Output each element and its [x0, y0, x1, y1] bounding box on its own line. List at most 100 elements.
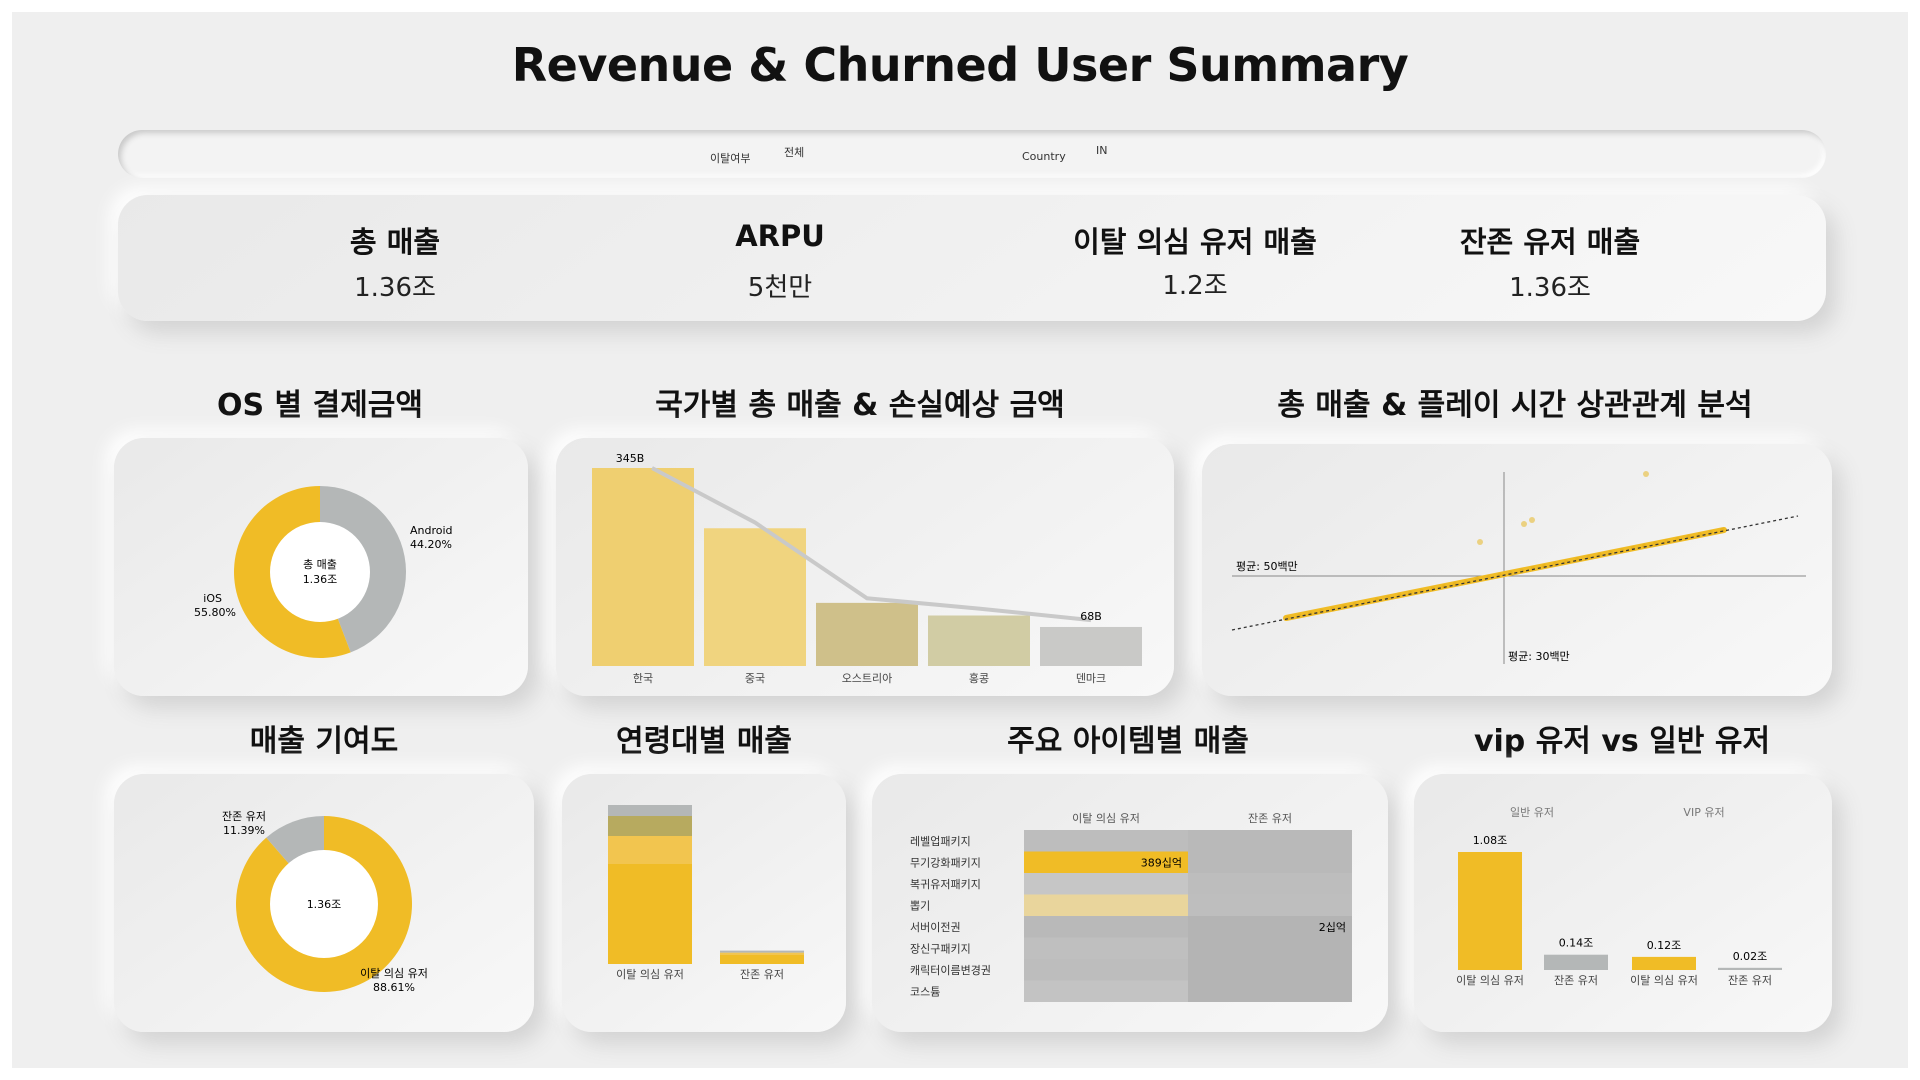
country-bar-chart: 한국 중국 오스트리아 홍콩 덴마크 345B 68B	[592, 452, 1142, 685]
country-section-title: 국가별 총 매출 & 손실예상 금액	[655, 388, 1065, 423]
vip-value-label-3: 0.02조	[1733, 950, 1768, 963]
vip-tick-0: 이탈 의심 유저	[1456, 974, 1524, 987]
donut-hole	[270, 522, 370, 622]
items-cell-retain-2	[1188, 873, 1352, 895]
items-row-label-0: 레벨업패키지	[910, 835, 971, 848]
vip-tick-1: 잔존 유저	[1554, 974, 1598, 987]
age-bar-1-seg-0	[720, 955, 804, 964]
os-android-pct: 44.20%	[410, 538, 452, 551]
contrib-center-value: 1.36조	[307, 898, 342, 911]
os-section-title: OS 별 결제금액	[217, 388, 423, 423]
items-row-label-2: 복귀유저패키지	[910, 878, 981, 891]
vip-tick-2: 이탈 의심 유저	[1630, 974, 1698, 987]
items-row-label-3: 뽑기	[910, 900, 930, 913]
country-filter-value[interactable]: IN	[1096, 144, 1108, 157]
items-cell-churn-1	[1024, 851, 1188, 873]
country-last-label: 68B	[1080, 610, 1102, 623]
vip-value-label-0: 1.08조	[1473, 834, 1508, 847]
items-row-label-4: 서버이전권	[910, 921, 961, 934]
age-stacked-bar-chart: 이탈 의심 유저 잔존 유저	[608, 805, 804, 981]
corr-point	[1564, 559, 1569, 564]
vip-group-label-1: VIP 유저	[1683, 806, 1724, 819]
country-bar-0	[592, 468, 694, 666]
country-tick-4: 덴마크	[1076, 672, 1106, 685]
vip-bar-0	[1458, 852, 1522, 970]
contrib-retain-pct: 11.39%	[223, 824, 265, 837]
items-cell-churn-5	[1024, 937, 1188, 959]
age-tick-0: 이탈 의심 유저	[616, 968, 684, 981]
vip-bar-2	[1632, 956, 1696, 970]
country-bar-3	[928, 615, 1030, 666]
country-bar-1	[704, 528, 806, 666]
country-loss-line	[651, 466, 1092, 623]
vip-tick-3: 잔존 유저	[1728, 974, 1772, 987]
kpi-total-revenue-value: 1.36조	[354, 273, 436, 303]
corr-avg-y-label: 평균: 50백만	[1236, 560, 1298, 573]
age-bar-0-seg-0	[608, 864, 692, 964]
items-row-label-5: 장신구패키지	[910, 943, 971, 956]
country-tick-3: 홍콩	[969, 671, 989, 685]
items-cell-churn-0	[1024, 830, 1188, 852]
corr-trend-line	[1231, 515, 1799, 631]
os-android-name: Android	[410, 524, 453, 537]
country-bar-4	[1040, 626, 1142, 666]
items-cell-retain-0	[1188, 830, 1352, 852]
corr-point	[1463, 579, 1469, 585]
filter-bar: 이탈여부 전체 Country IN	[118, 130, 1826, 178]
items-section-title: 주요 아이템별 매출	[1007, 724, 1249, 759]
vip-chart-card: 일반 유저 VIP 유저 1.08조 이탈 의심 유저 0.14조 잔존 유저 0.12조 이…	[1414, 774, 1832, 1032]
items-label-retain: 2십억	[1319, 921, 1346, 934]
contribution-chart-card: 1.36조 잔존 유저 11.39% 이탈 의심 유저 88.61%	[114, 774, 534, 1032]
items-heatmap-chart: 이탈 의심 유저 잔존 유저레벨업패키지무기강화패키지복귀유저패키지뽑기서버이전권…	[910, 812, 1352, 1002]
kpi-retained-revenue-value: 1.36조	[1509, 273, 1591, 303]
donut-hole	[270, 850, 378, 958]
items-row-label-1: 무기강화패키지	[910, 857, 981, 870]
os-chart-card: 총 매출 1.36조 Android 44.20% iOS 55.80%	[114, 438, 528, 696]
os-ios-name: iOS	[203, 592, 222, 605]
age-chart-card: 이탈 의심 유저 잔존 유저	[562, 774, 846, 1032]
age-bar-0-seg-2	[608, 816, 692, 836]
corr-point	[1575, 557, 1580, 562]
items-cell-churn-7	[1024, 980, 1188, 1002]
corr-outlier-0	[1477, 539, 1483, 545]
items-cell-churn-2	[1024, 873, 1188, 895]
corr-point-band	[1283, 527, 1727, 621]
kpi-retained-revenue-label: 잔존 유저 매출	[1459, 225, 1641, 259]
corr-point	[1363, 600, 1369, 605]
age-bar-0-seg-1	[608, 836, 692, 864]
kpi-churn-revenue-label: 이탈 의심 유저 매출	[1073, 225, 1317, 259]
churn-filter-value[interactable]: 전체	[784, 146, 805, 159]
items-chart-card: 이탈 의심 유저 잔존 유저 레벨업패키지 무기강화패키지 복귀유저패키지 뽑기 서버이전권…	[872, 774, 1388, 1032]
corr-point	[1552, 561, 1558, 567]
contribution-section-title: 매출 기여도	[249, 724, 399, 759]
kpi-total-revenue-label: 총 매출	[349, 225, 441, 259]
age-section-title: 연령대별 매출	[615, 724, 793, 759]
vip-bar-3	[1718, 967, 1782, 970]
vip-group-label-0: 일반 유저	[1510, 805, 1554, 819]
items-cell-retain-1	[1188, 851, 1352, 873]
corr-outlier-2	[1529, 517, 1535, 523]
page-title: Revenue & Churned User Summary	[511, 38, 1409, 92]
items-cell-retain-6	[1188, 959, 1352, 981]
vip-value-label-2: 0.12조	[1647, 939, 1682, 952]
churn-filter-label: 이탈여부	[710, 152, 751, 165]
corr-outlier-3	[1643, 471, 1649, 477]
items-cell-churn-6	[1024, 959, 1188, 981]
country-tick-1: 중국	[745, 672, 765, 685]
age-bar-1-seg-2	[720, 950, 804, 953]
items-cell-retain-4	[1188, 916, 1352, 938]
contrib-retain-name: 잔존 유저	[222, 810, 266, 823]
kpi-churn-revenue-value: 1.2조	[1162, 271, 1228, 301]
items-cell-churn-3	[1024, 894, 1188, 916]
age-bar-0-seg-3	[608, 805, 692, 816]
country-tick-0: 한국	[633, 672, 653, 685]
os-center-label: 총 매출	[303, 558, 337, 571]
kpi-arpu-label: ARPU	[735, 219, 825, 253]
vip-section-title: vip 유저 vs 일반 유저	[1473, 724, 1771, 759]
items-col-header-1: 잔존 유저	[1248, 812, 1292, 825]
age-tick-1: 잔존 유저	[740, 968, 784, 981]
